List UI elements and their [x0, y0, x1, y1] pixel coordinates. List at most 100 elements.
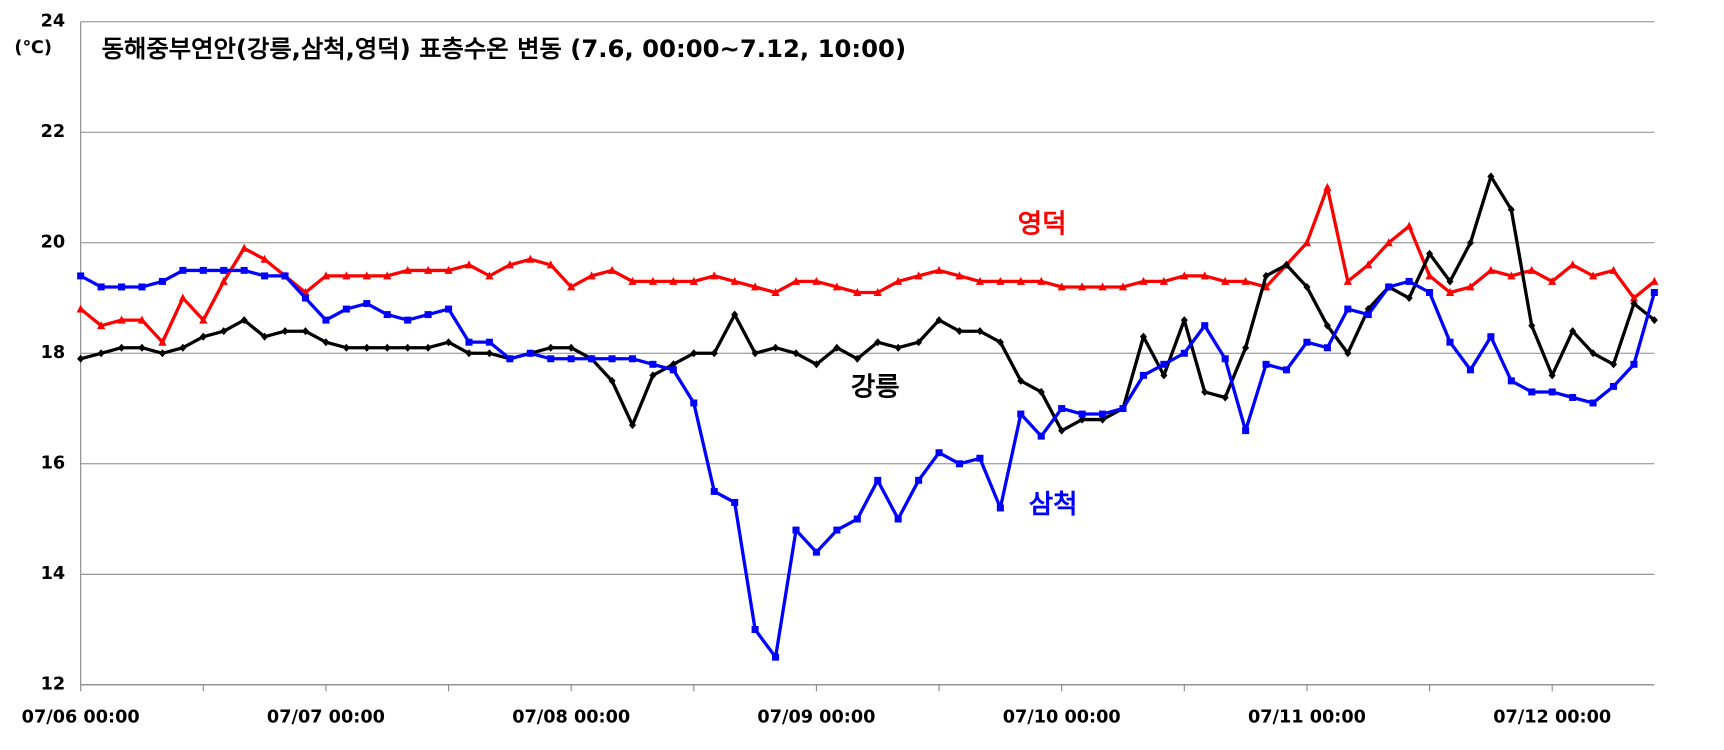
point-marker — [628, 355, 637, 363]
point-marker — [1200, 271, 1209, 280]
chart-title: 동해중부연안(강릉,삼척,영덕) 표층수온 변동 (7.6, 00:00~7.1… — [102, 35, 906, 63]
point-marker — [137, 315, 147, 324]
point-marker — [178, 293, 187, 302]
point-marker — [955, 327, 964, 336]
point-marker — [1589, 349, 1597, 358]
x-tick-label: 07/11 00:00 — [1248, 707, 1366, 727]
point-marker — [546, 260, 555, 269]
point-marker — [791, 276, 801, 285]
point-marker — [1058, 405, 1066, 412]
point-marker — [649, 371, 657, 380]
point-marker — [628, 276, 637, 285]
point-marker — [281, 327, 289, 336]
point-marker — [915, 476, 923, 484]
point-marker — [97, 283, 105, 291]
point-marker — [1548, 276, 1557, 285]
point-marker — [118, 343, 126, 352]
point-marker — [1303, 338, 1311, 346]
point-marker — [873, 287, 882, 296]
point-marker — [219, 276, 228, 285]
point-marker — [751, 626, 759, 634]
series-label: 삼척 — [1029, 490, 1078, 520]
point-marker — [894, 515, 902, 523]
point-marker — [812, 548, 820, 556]
point-marker — [301, 294, 310, 302]
point-marker — [1609, 382, 1618, 390]
point-marker — [935, 449, 943, 457]
point-marker — [894, 276, 903, 285]
point-marker — [118, 283, 126, 291]
point-marker — [1302, 238, 1312, 247]
point-marker — [1629, 293, 1639, 302]
series-line — [79, 185, 1656, 344]
point-marker — [424, 343, 432, 352]
point-marker — [608, 355, 616, 363]
point-marker — [792, 349, 800, 358]
point-marker — [505, 260, 514, 269]
point-marker — [996, 276, 1005, 285]
point-marker — [97, 349, 105, 358]
point-marker — [1486, 265, 1495, 274]
y-tick-label: 14 — [41, 564, 66, 584]
point-marker — [1241, 276, 1250, 285]
point-marker — [342, 305, 350, 313]
point-marker — [1282, 260, 1291, 269]
point-marker — [935, 316, 943, 325]
point-marker — [526, 349, 534, 357]
point-marker — [914, 271, 923, 280]
point-marker — [424, 265, 433, 274]
point-marker — [1588, 271, 1598, 280]
point-marker — [1017, 376, 1025, 385]
point-marker — [1446, 338, 1454, 346]
point-marker — [567, 343, 575, 352]
point-marker — [383, 271, 392, 280]
point-marker — [158, 277, 166, 285]
point-marker — [138, 283, 146, 291]
point-marker — [77, 272, 85, 280]
point-marker — [1058, 426, 1066, 435]
point-marker — [1303, 282, 1311, 291]
point-marker — [976, 327, 984, 336]
point-marker — [465, 349, 473, 358]
y-tick-label: 22 — [41, 122, 66, 142]
point-marker — [1364, 311, 1372, 319]
point-marker — [587, 271, 596, 280]
point-marker — [1630, 360, 1638, 368]
point-marker — [404, 343, 412, 352]
point-marker — [955, 271, 964, 280]
point-marker — [751, 349, 759, 358]
point-marker — [1160, 371, 1168, 380]
point-marker — [669, 360, 677, 369]
point-marker — [812, 360, 820, 369]
point-marker — [1650, 276, 1659, 285]
point-marker — [1487, 172, 1495, 181]
point-marker — [1364, 260, 1373, 269]
point-marker — [772, 653, 780, 661]
point-marker — [1568, 260, 1577, 269]
point-marker — [1466, 366, 1474, 374]
point-marker — [445, 305, 453, 313]
point-marker — [772, 343, 780, 352]
point-marker — [445, 338, 453, 347]
y-tick-label: 16 — [41, 454, 66, 474]
point-marker — [894, 343, 902, 352]
x-tick-label: 07/08 00:00 — [512, 707, 630, 727]
series-label: 강릉 — [851, 373, 900, 403]
point-marker — [1528, 388, 1536, 396]
point-marker — [1548, 371, 1556, 380]
point-marker — [1057, 282, 1066, 291]
point-marker — [1160, 360, 1168, 368]
point-marker — [1221, 393, 1229, 402]
point-marker — [1242, 427, 1250, 435]
point-marker — [1507, 271, 1516, 280]
point-marker — [1323, 182, 1332, 191]
point-marker — [1385, 283, 1393, 291]
point-marker — [1118, 282, 1128, 291]
point-marker — [690, 399, 698, 407]
point-marker — [1098, 282, 1107, 291]
point-marker — [1180, 349, 1188, 357]
point-marker — [1221, 355, 1229, 363]
y-axis-label: (℃) — [14, 38, 52, 58]
